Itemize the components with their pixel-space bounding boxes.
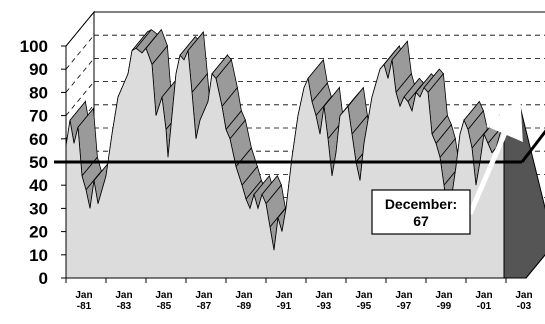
x-tick-label: -81 [77,301,92,312]
y-tick-label: 90 [29,60,48,79]
x-tick-label: -97 [397,301,412,312]
x-tick-label: Jan [195,290,212,301]
y-axis: 0 10 20 30 40 50 60 70 80 90 100 [20,37,67,288]
x-axis: Jan-81Jan-83Jan-85Jan-87Jan-89Jan-91Jan-… [65,277,533,312]
x-tick-label: Jan [395,290,412,301]
y-tick-label: 20 [29,223,48,242]
x-tick-label: Jan [515,290,532,301]
callout-arrow [467,97,523,215]
x-tick-label: Jan [315,290,332,301]
x-tick-label: Jan [355,290,372,301]
y-tick-label: 40 [29,176,48,195]
callout: December: 67 [371,97,523,235]
x-tick-label: Jan [115,290,132,301]
y-tick-label: 70 [29,107,48,126]
x-tick-label: Jan [475,290,492,301]
y-tick-label: 60 [29,130,48,149]
x-tick-label: -89 [237,301,252,312]
y-tick-label: 30 [29,199,48,218]
x-tick-label: Jan [155,290,172,301]
x-tick-label: Jan [435,290,452,301]
y-tick-label: 10 [29,246,48,265]
gridline-side [65,34,95,70]
x-tick-label: -95 [357,301,372,312]
gridline-side [65,11,95,47]
callout-value: 67 [413,213,429,229]
y-tick-label: 0 [39,269,48,288]
callout-box [371,189,471,235]
x-tick-label: -99 [437,301,452,312]
callout-label: December: [385,196,457,212]
x-tick-label: -87 [197,301,212,312]
x-tick-label: -91 [277,301,292,312]
y-tick-label: 100 [20,37,48,56]
gridline-side [65,81,95,116]
x-tick-label: -01 [477,301,492,312]
x-tick-label: -93 [317,301,332,312]
x-tick-label: -85 [157,301,172,312]
reference-line-layer [54,129,545,164]
gridline-side [65,58,95,93]
reference-line-depth [520,129,545,163]
x-tick-label: -83 [117,301,132,312]
x-tick-label: Jan [235,290,252,301]
y-tick-label: 80 [29,83,48,102]
x-tick-label: Jan [275,290,292,301]
x-tick-label: -03 [517,301,532,312]
x-tick-label: Jan [75,290,92,301]
y-tick-label: 50 [29,153,48,172]
